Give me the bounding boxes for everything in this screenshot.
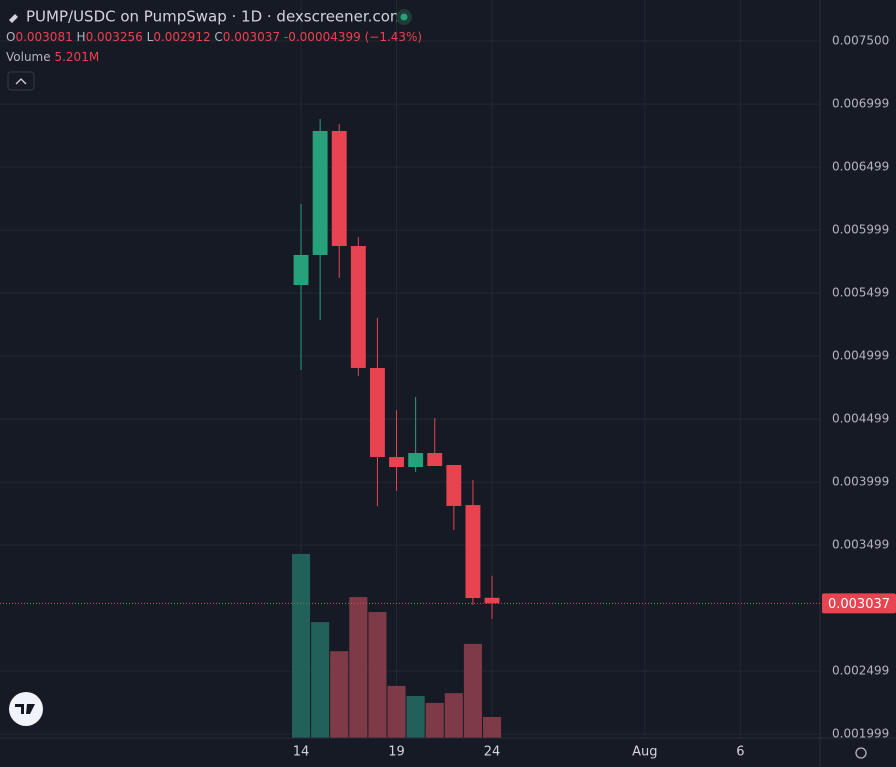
y-tick-label: 0.003499	[832, 538, 889, 552]
candle-body	[446, 464, 462, 506]
x-tick-label: 24	[484, 745, 501, 760]
y-tick-label: 0.002499	[832, 664, 889, 678]
collapse-icon	[15, 78, 27, 85]
collapse-button[interactable]	[7, 71, 35, 91]
y-tick-label: 0.006999	[832, 97, 889, 111]
volume-name: Volume	[6, 50, 51, 64]
change-pct: (−1.43%)	[365, 30, 423, 44]
y-tick-label: 0.007500	[832, 34, 889, 48]
low-value: 0.002912	[153, 30, 210, 44]
candle-body	[427, 453, 443, 467]
open-value: 0.003081	[15, 30, 72, 44]
x-tick-label: Aug	[632, 745, 657, 760]
volume-bar	[482, 717, 502, 738]
status-dot	[400, 13, 408, 21]
last-price-tag	[822, 593, 896, 614]
x-tick-label: 14	[293, 745, 310, 760]
change-value: -0.00004399	[284, 30, 361, 44]
y-tick-label: 0.003999	[832, 475, 889, 489]
volume-bar	[463, 643, 482, 738]
candle-body	[465, 505, 481, 599]
last-price-label: 0.003037	[828, 597, 890, 612]
y-tick-label: 0.004999	[832, 349, 889, 363]
volume-bar	[425, 702, 444, 738]
y-tick-label: 0.004499	[832, 412, 889, 426]
volume-bar	[349, 597, 368, 738]
candle-body	[293, 254, 309, 286]
volume-value: 5.201M	[54, 50, 99, 64]
candle-body	[350, 246, 366, 368]
volume-bar	[330, 651, 349, 738]
logo[interactable]	[9, 692, 43, 726]
y-tick-label: 0.005499	[832, 286, 889, 300]
pair-icon	[9, 14, 18, 23]
candle-body	[408, 453, 424, 468]
volume-bar	[311, 622, 330, 738]
settings-icon[interactable]	[855, 747, 867, 759]
volume-bar	[444, 693, 463, 738]
volume-bar	[387, 685, 406, 738]
volume-bar	[368, 612, 387, 738]
candle-body	[312, 130, 328, 255]
candle-body	[389, 457, 404, 468]
marks	[291, 118, 502, 738]
candle-body	[369, 367, 385, 458]
x-tick-label: 19	[388, 745, 405, 760]
y-tick-label: 0.005999	[832, 223, 889, 237]
logo-mark	[15, 704, 35, 714]
x-tick-label: 6	[736, 745, 744, 760]
volume-legend: Volume 5.201M	[6, 50, 99, 64]
high-value: 0.003256	[86, 30, 143, 44]
close-value: 0.003037	[223, 30, 280, 44]
y-tick-label: 0.006499	[832, 160, 889, 174]
y-tick-label: 0.001999	[832, 727, 889, 741]
candle-body	[484, 597, 500, 604]
candle-body	[331, 130, 347, 247]
ohlc-legend: O0.003081 H0.003256 L0.002912 C0.003037 …	[6, 30, 422, 44]
chart-title: PUMP/USDC on PumpSwap · 1D · dexscreener…	[26, 8, 405, 26]
volume-bar	[406, 696, 425, 738]
volume-bar	[291, 553, 311, 738]
